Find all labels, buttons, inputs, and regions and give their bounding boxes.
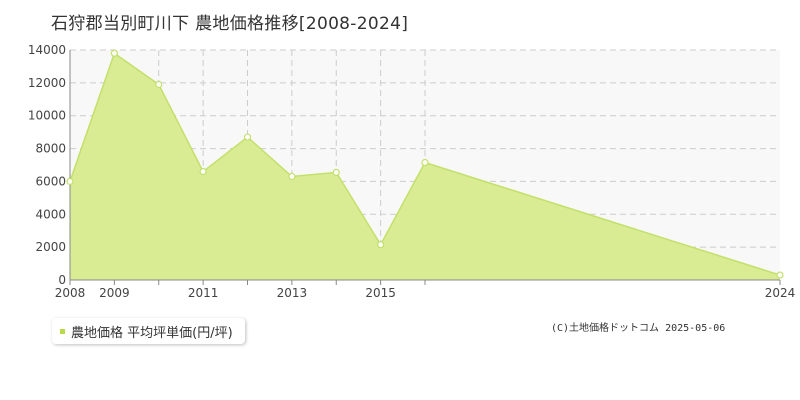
data-point	[155, 80, 163, 89]
data-point	[377, 241, 385, 249]
legend: 農地価格 平均坪単価(円/坪)	[52, 318, 245, 344]
data-point	[199, 167, 207, 176]
series-area	[70, 53, 780, 281]
y-tick-label: 12000	[28, 76, 66, 90]
source-credit: (C)土地価格ドットコム 2025-05-06	[551, 323, 726, 334]
data-point	[421, 158, 429, 167]
y-tick-label: 10000	[28, 109, 66, 123]
data-point	[66, 177, 74, 186]
y-tick-label: 8000	[35, 142, 66, 156]
legend-label: 農地価格 平均坪単価(円/坪)	[71, 325, 233, 341]
chart-title: 石狩郡当別町川下 農地価格推移[2008-2024]	[51, 14, 409, 34]
x-tick-label: 2015	[365, 286, 396, 300]
x-tick-label: 2011	[188, 286, 219, 300]
x-tick-label: 2013	[277, 286, 308, 300]
data-point	[776, 271, 784, 279]
data-point	[110, 49, 118, 57]
y-tick-label: 2000	[35, 240, 66, 254]
y-tick-label: 4000	[35, 207, 66, 221]
x-tick-label: 2009	[99, 286, 130, 300]
y-tick-label: 14000	[28, 43, 66, 57]
series-line	[69, 52, 781, 276]
x-tick-label: 2008	[55, 286, 86, 300]
y-tick-label: 0	[58, 273, 66, 287]
y-tick-label: 6000	[35, 174, 66, 188]
x-tick-label: 2024	[765, 286, 796, 300]
legend-swatch	[60, 328, 65, 334]
data-point	[332, 168, 340, 176]
data-point	[288, 172, 296, 181]
data-point	[243, 133, 252, 141]
